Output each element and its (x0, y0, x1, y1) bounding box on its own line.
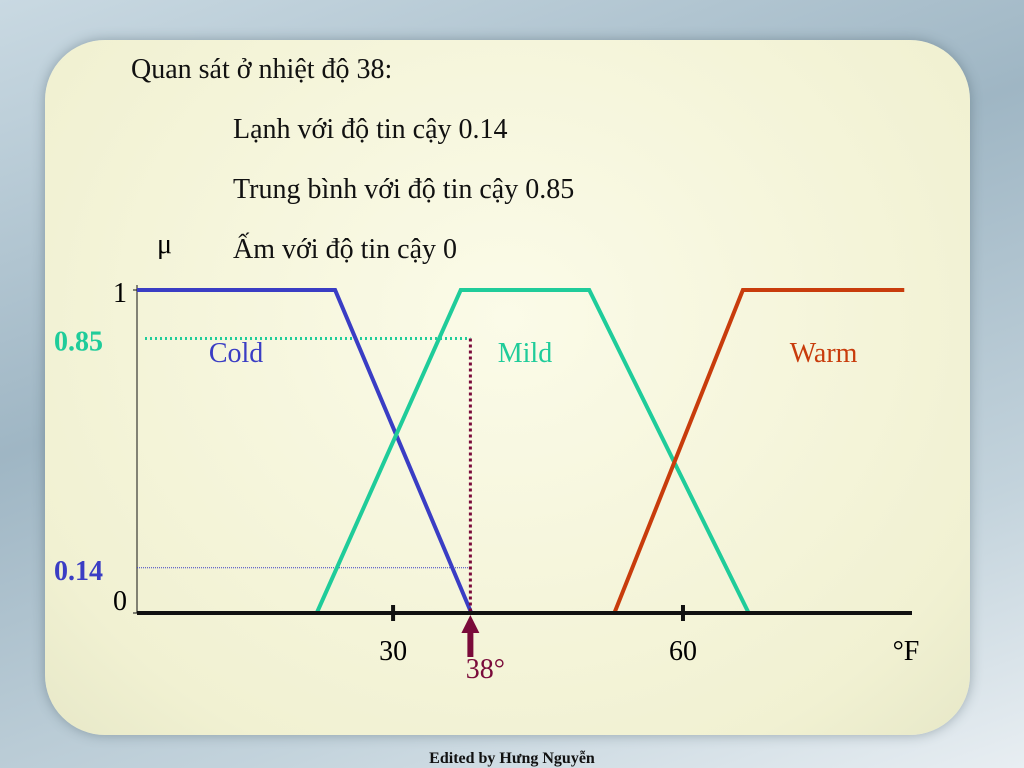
panel (45, 40, 970, 735)
y-axis-label: μ (157, 229, 172, 260)
series-line (137, 288, 474, 614)
series-label: Warm (790, 338, 858, 369)
y-tick-label: 0 (113, 586, 127, 617)
series-label: Cold (209, 338, 263, 369)
x-tick-label: 30 (379, 636, 407, 667)
slide-line: Trung bình với độ tin cậy 0.85 (233, 174, 575, 205)
series-line (314, 288, 751, 614)
reference-label: 0.14 (54, 556, 103, 587)
y-tick-label: 1 (113, 278, 127, 309)
slide-line: Lạnh với độ tin cậy 0.14 (233, 114, 508, 145)
series-label: Mild (498, 338, 552, 369)
observation-label: 38° (466, 654, 505, 685)
series-line (612, 288, 905, 614)
x-axis-label: °F (893, 636, 920, 667)
x-tick-label: 60 (669, 636, 697, 667)
slide-title: Quan sát ở nhiệt độ 38: (131, 54, 393, 85)
observation-arrow (461, 615, 480, 657)
slide-line: Ấm với độ tin cậy 0 (233, 234, 457, 265)
reference-label: 0.85 (54, 326, 103, 357)
footer: Edited by Hưng Nguyễn (429, 750, 595, 767)
